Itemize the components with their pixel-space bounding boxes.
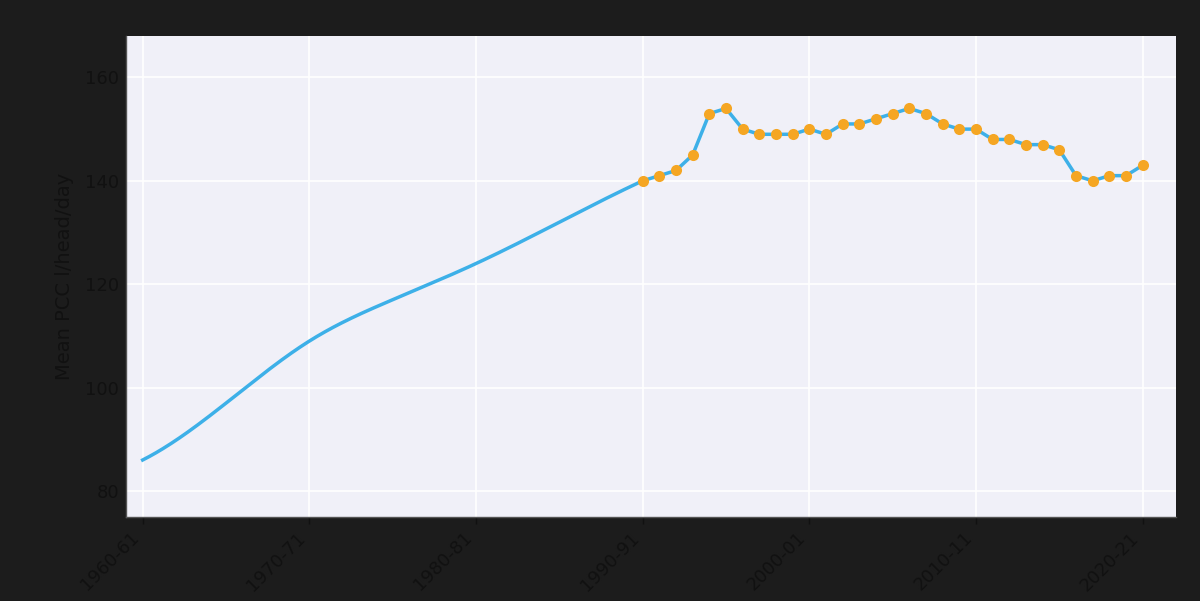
- Y-axis label: Mean PCC l/head/day: Mean PCC l/head/day: [55, 173, 74, 380]
